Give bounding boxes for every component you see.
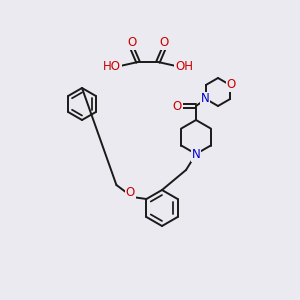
Text: O: O xyxy=(159,37,169,50)
Text: O: O xyxy=(128,37,136,50)
Text: HO: HO xyxy=(103,59,121,73)
Text: O: O xyxy=(126,187,135,200)
Text: N: N xyxy=(192,148,200,161)
Text: O: O xyxy=(226,79,236,92)
Text: O: O xyxy=(172,100,182,112)
Text: OH: OH xyxy=(175,59,193,73)
Text: N: N xyxy=(200,92,209,106)
